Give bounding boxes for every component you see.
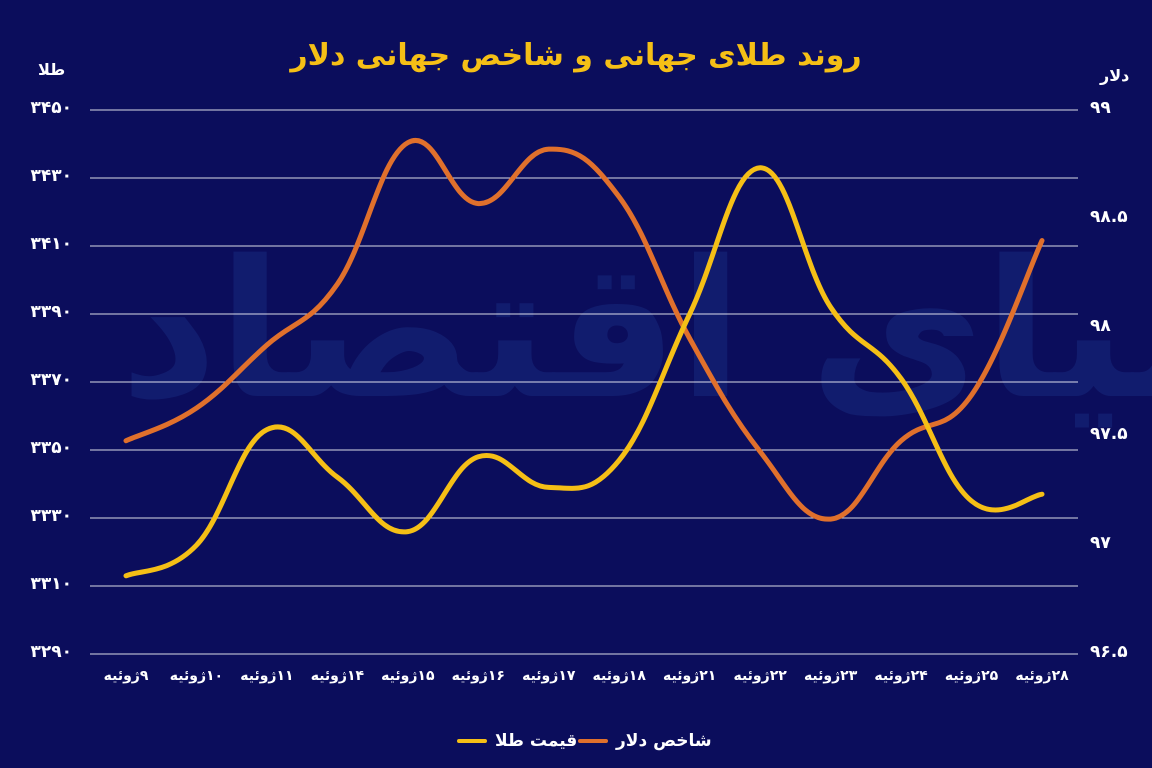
right-tick-label: ۹۸	[1090, 315, 1111, 336]
legend-swatch-gold	[457, 739, 487, 743]
x-tick-label: ۱۷ژوئیه	[522, 668, 576, 684]
x-tick-label: ۱۸ژوئیه	[592, 668, 646, 684]
x-tick-label: ۲۲ژوئیه	[733, 668, 787, 684]
left-tick-label: ۳۴۵۰	[30, 98, 72, 118]
x-tick-label: ۲۸ژوئیه	[1015, 668, 1069, 684]
left-tick-label: ۳۴۳۰	[30, 166, 72, 186]
watermark: دنیای اقتصاد	[120, 220, 1152, 441]
x-tick-label: ۲۴ژوئیه	[874, 668, 928, 684]
left-tick-label: ۳۳۱۰	[30, 574, 72, 594]
legend-item-dollar: شاخص دلار	[578, 729, 712, 753]
x-tick-label: ۲۳ژوئیه	[803, 668, 858, 684]
right-tick-label: ۹۸.۵	[1090, 206, 1128, 227]
left-tick-label: ۳۴۱۰	[30, 234, 72, 254]
left-tick-label: ۳۳۷۰	[30, 370, 72, 390]
x-tick-label: ۹ژوئیه	[103, 668, 149, 684]
right-tick-label: ۹۹	[1090, 98, 1111, 118]
left-axis-label: طلا	[38, 60, 66, 79]
x-tick-label: ۲۵ژوئیه	[944, 668, 999, 684]
right-tick-label: ۹۷	[1090, 533, 1111, 554]
x-tick-label: ۱۵ژوئیه	[381, 668, 435, 684]
left-tick-label: ۳۳۳۰	[30, 506, 72, 526]
left-tick-label: ۳۲۹۰	[30, 642, 72, 662]
left-tick-label: ۳۳۹۰	[30, 302, 72, 322]
legend-label-gold: قیمت طلا	[495, 731, 578, 751]
x-tick-label: ۱۴ژوئیه	[310, 668, 365, 684]
legend-label-dollar: شاخص دلار	[616, 731, 712, 751]
x-tick-label: ۱۱ژوئیه	[240, 668, 294, 684]
right-axis-label: دلار	[1100, 66, 1130, 85]
left-tick-label: ۳۳۵۰	[30, 438, 72, 458]
series-line-dollar	[123, 137, 1045, 522]
chart-title: روند طلای جهانی و شاخص جهانی دلار	[290, 38, 862, 73]
legend-item-gold: قیمت طلا	[457, 729, 577, 753]
right-tick-label: ۹۶.۵	[1090, 642, 1128, 662]
legend: قیمت طلا شاخص دلار	[0, 729, 1152, 753]
x-tick-label: ۲۱ژوئیه	[663, 668, 717, 684]
right-tick-label: ۹۷.۵	[1090, 424, 1128, 445]
legend-swatch-dollar	[578, 739, 608, 743]
series-line-gold	[123, 165, 1045, 579]
x-tick-label: ۱۶ژوئیه	[451, 668, 505, 684]
x-tick-label: ۱۰ژوئیه	[169, 668, 224, 684]
